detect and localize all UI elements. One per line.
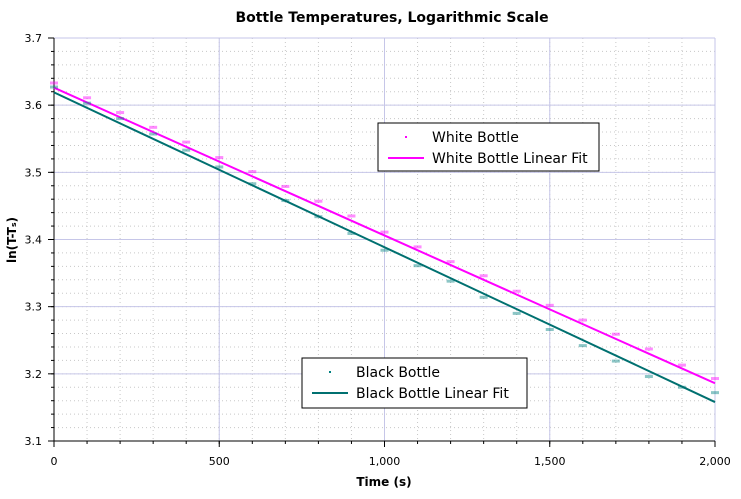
- legend-frame: [377, 122, 600, 172]
- y-tick-label: 3.6: [25, 99, 43, 112]
- legend-swatch-white-bottle: [405, 136, 407, 138]
- black-bottle-point: [644, 375, 653, 379]
- black-bottle-point: [545, 328, 554, 332]
- x-axis-label: Time (s): [356, 475, 411, 489]
- white-bottle-point: [116, 111, 125, 115]
- legend-label-white-bottle: White Bottle: [432, 130, 519, 146]
- white-bottle-point: [248, 170, 257, 174]
- y-tick-label: 3.2: [25, 368, 43, 381]
- white-bottle-point: [711, 377, 719, 381]
- black-bottle-point: [413, 264, 422, 268]
- black-bottle-point: [50, 85, 58, 89]
- white-bottle-linear-fit-line: [53, 86, 716, 385]
- white-bottle-point: [50, 81, 58, 85]
- black-bottle-point: [83, 101, 92, 105]
- white-bottle-point: [149, 125, 158, 129]
- white-bottle-point: [578, 318, 587, 322]
- black-bottle-point: [578, 344, 587, 348]
- white-bottle-point: [545, 303, 554, 307]
- x-tick-label: 2,000: [699, 455, 731, 468]
- legend-label-black-bottle: Black Bottle: [356, 365, 440, 381]
- white-bottle-point: [281, 184, 290, 188]
- legend-label-white-bottle-linear-fit: White Bottle Linear Fit: [432, 151, 588, 167]
- white-bottle-point: [347, 214, 356, 218]
- white-bottle-point: [380, 230, 389, 234]
- black-bottle-point: [182, 148, 191, 152]
- y-tick-label: 3.4: [25, 234, 43, 247]
- x-tick-label: 500: [209, 455, 230, 468]
- black-bottle-point: [446, 279, 455, 283]
- black-bottle-point: [611, 359, 620, 363]
- black-bottle-point: [116, 117, 125, 121]
- y-axis-label: ln(T-Tₛ): [5, 217, 19, 263]
- y-tick-label: 3.1: [25, 435, 43, 448]
- black-bottle-point: [347, 231, 356, 235]
- black-bottle-linear-fit-line: [53, 91, 716, 403]
- white-bottle-point: [413, 245, 422, 249]
- black-bottle-point: [380, 248, 389, 252]
- y-tick-label: 3.3: [25, 301, 43, 314]
- black-bottle-point: [512, 311, 521, 315]
- x-tick-label: 1,500: [534, 455, 566, 468]
- white-bottle-point: [215, 156, 224, 160]
- black-bottle-point: [149, 132, 158, 136]
- x-tick-label: 0: [51, 455, 58, 468]
- x-tick-label: 1,000: [369, 455, 401, 468]
- white-bottle-point: [677, 363, 686, 367]
- white-bottle-point: [314, 199, 323, 203]
- black-bottle-point: [479, 295, 488, 299]
- black-bottle-point: [711, 391, 719, 395]
- y-tick-label: 3.5: [25, 166, 43, 179]
- chart-title: Bottle Temperatures, Logarithmic Scale: [235, 10, 548, 26]
- black-bottle-point: [215, 165, 224, 169]
- legend-swatch-black-bottle: [329, 371, 331, 373]
- white-bottle-point: [512, 289, 521, 293]
- white-bottle-point: [611, 332, 620, 336]
- legend-label-black-bottle-linear-fit: Black Bottle Linear Fit: [356, 386, 509, 402]
- white-bottle-point: [83, 96, 92, 100]
- white-bottle-point: [446, 260, 455, 264]
- legend-box: Black Bottle Black Bottle Linear Fit: [301, 357, 528, 409]
- white-bottle-point: [644, 347, 653, 351]
- legend-box: White Bottle White Bottle Linear Fit: [377, 122, 600, 172]
- black-bottle-point: [248, 182, 257, 186]
- legend-layer: White Bottle White Bottle Linear Fit Black…: [301, 122, 600, 409]
- white-bottle-point: [182, 140, 191, 144]
- series-layer: [50, 81, 719, 403]
- axes-layer: 0 500 1,000 1,500 2,000 3.1 3.2 3.3 3.4 3.5 3.6 3.7: [25, 32, 731, 468]
- white-bottle-point: [479, 274, 488, 278]
- legend-frame: [301, 357, 528, 409]
- y-tick-label: 3.7: [25, 32, 43, 45]
- grid-layer: [53, 37, 716, 442]
